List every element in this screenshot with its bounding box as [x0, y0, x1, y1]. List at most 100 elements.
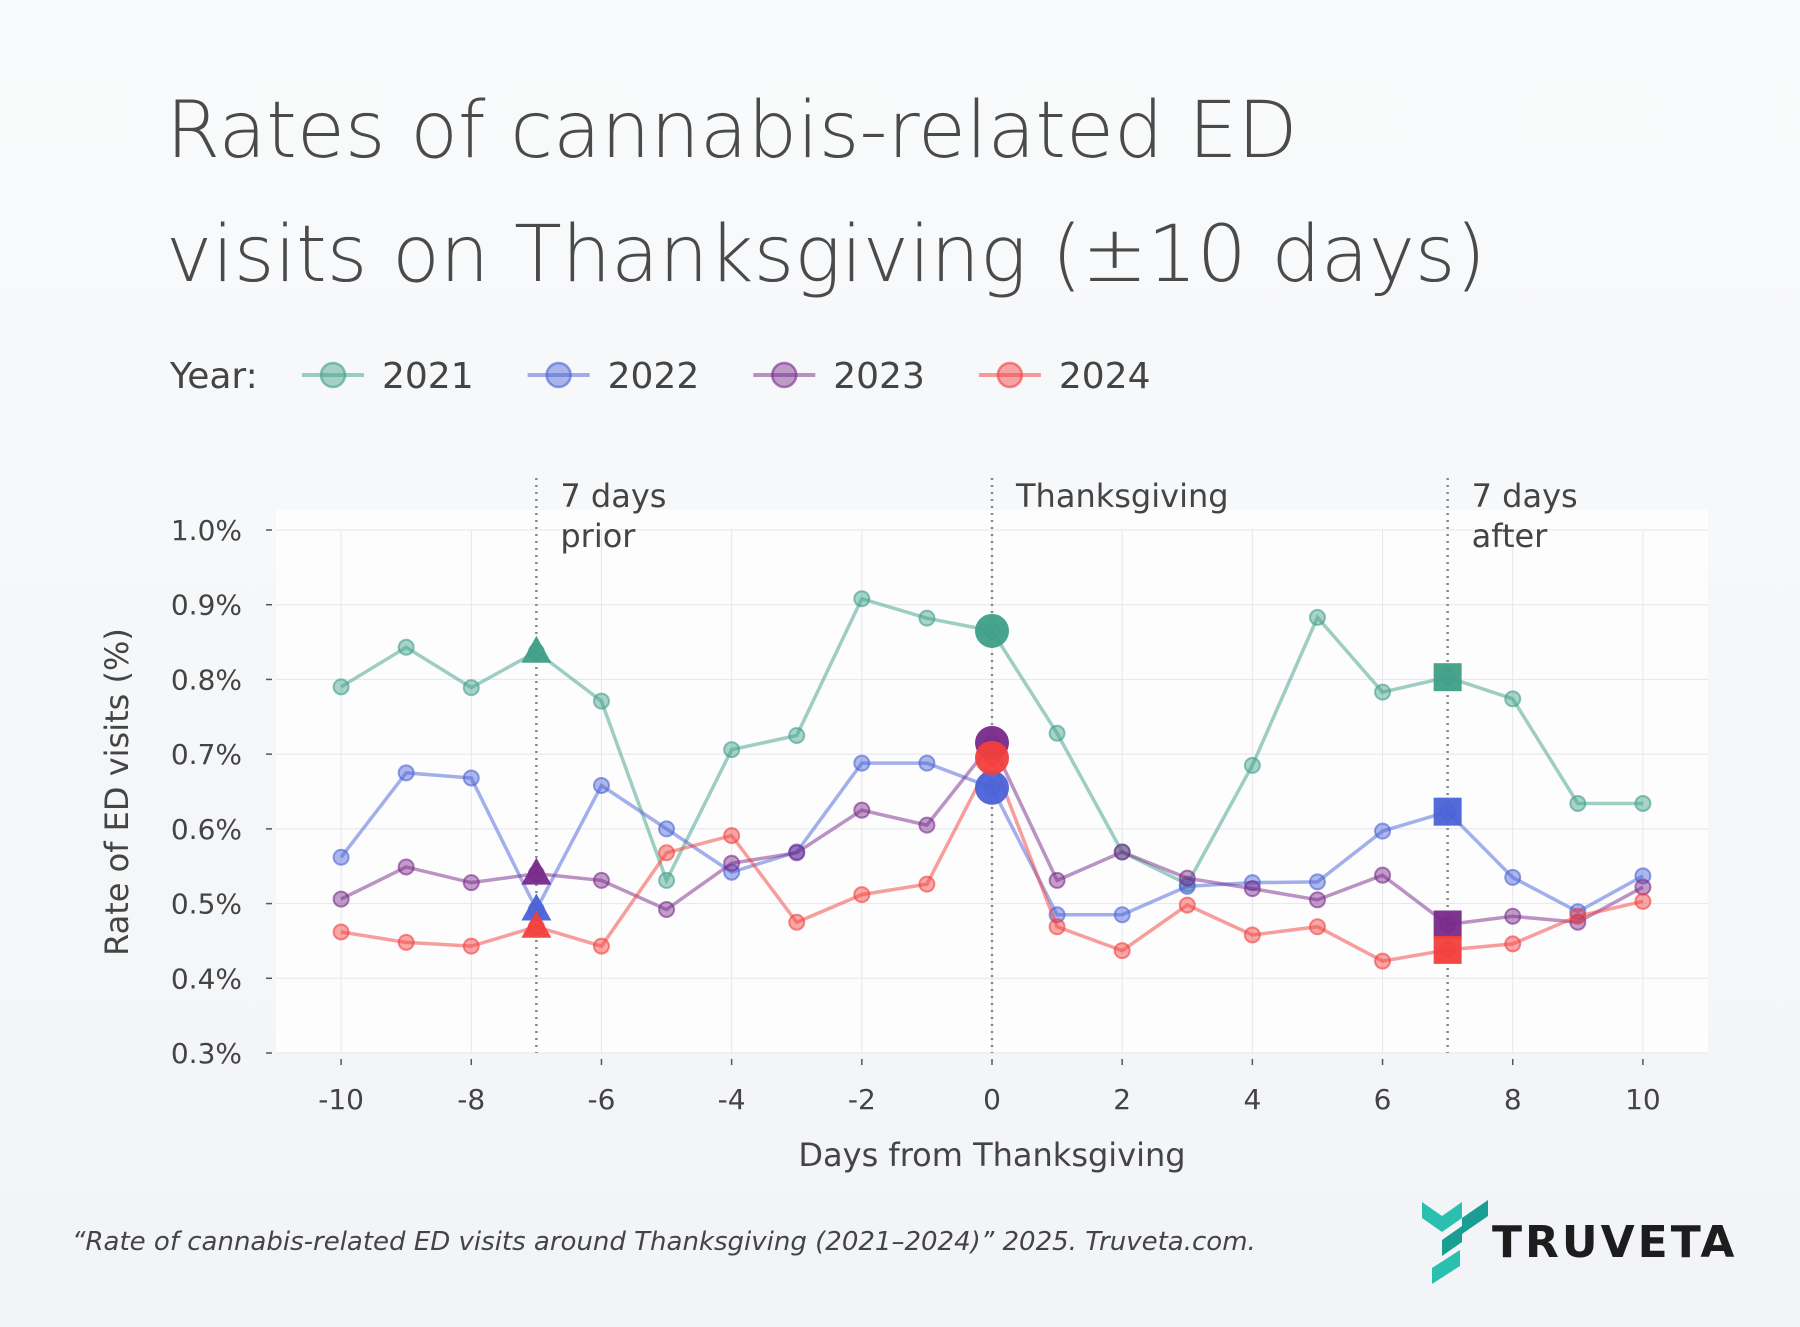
data-point [1569, 907, 1587, 925]
data-point [1308, 608, 1326, 626]
data-point [1374, 952, 1392, 970]
data-point [658, 844, 676, 862]
legend-marker [545, 361, 572, 389]
highlight-marker [1433, 663, 1462, 692]
data-point [462, 937, 480, 955]
data-point [658, 871, 676, 889]
data-point [1308, 918, 1326, 936]
legend-item: 2022 [527, 356, 700, 397]
x-tick-label: 10 [1625, 1083, 1661, 1116]
y-tick-label: 0.3% [171, 1037, 242, 1070]
highlight-marker [1433, 910, 1462, 939]
data-point [788, 913, 806, 931]
y-tick-label: 0.9% [171, 589, 242, 622]
data-point [1048, 871, 1066, 889]
x-tick-label: 2 [1113, 1083, 1131, 1116]
data-point [1113, 843, 1131, 861]
legend-marker [319, 361, 347, 389]
x-tick-label: -10 [318, 1083, 364, 1116]
data-point [332, 890, 350, 908]
data-point [397, 858, 415, 876]
data-point [1504, 868, 1522, 886]
x-tick-label: 6 [1374, 1083, 1392, 1116]
data-point [397, 638, 415, 656]
data-point [788, 844, 806, 862]
annotation: after [1472, 517, 1549, 555]
data-point [658, 901, 676, 919]
x-tick-label: -6 [587, 1083, 615, 1116]
data-point [332, 923, 350, 941]
data-point [592, 777, 610, 795]
data-point [1243, 756, 1261, 774]
legend-marker [996, 361, 1024, 389]
data-point [462, 769, 480, 787]
annotation: 7 days [1472, 477, 1578, 515]
data-point [1243, 880, 1261, 898]
highlight-marker [521, 910, 552, 938]
data-point [853, 590, 871, 608]
highlight-marker [521, 893, 552, 921]
legend-marker [771, 361, 798, 389]
highlight-marker [521, 635, 552, 663]
highlight-marker [521, 857, 552, 885]
data-point [1048, 724, 1066, 742]
data-point [723, 827, 741, 845]
data-point [1308, 891, 1326, 909]
x-tick-label: 4 [1243, 1083, 1261, 1116]
x-tick-label: -8 [457, 1083, 485, 1116]
data-point [1113, 906, 1131, 924]
data-point [853, 801, 871, 819]
x-tick-label: 0 [983, 1083, 1001, 1116]
x-tick-label: -4 [718, 1083, 746, 1116]
data-point [397, 764, 415, 782]
x-tick-label: -2 [848, 1083, 876, 1116]
data-point [1178, 896, 1196, 914]
annotation: Thanksgiving [1015, 477, 1229, 515]
data-point [592, 692, 610, 710]
data-point [1504, 935, 1522, 953]
data-point [332, 678, 350, 696]
data-point [592, 871, 610, 889]
data-point [918, 754, 936, 772]
data-point [918, 609, 936, 627]
data-point [1048, 918, 1066, 936]
data-point [658, 820, 676, 838]
data-point [462, 679, 480, 697]
legend-label: 2023 [833, 356, 925, 397]
data-point [1634, 892, 1652, 910]
legend-item: 2024 [978, 356, 1151, 397]
data-point [1113, 942, 1131, 960]
y-tick-label: 0.5% [171, 888, 242, 921]
chart-title: Rates of cannabis-related ED [166, 86, 1298, 176]
annotation: 7 days [560, 477, 666, 515]
legend-label: 2024 [1059, 356, 1151, 397]
data-point [1308, 873, 1326, 891]
legend-item: 2021 [302, 356, 474, 397]
data-point [1634, 794, 1652, 812]
data-point [853, 886, 871, 904]
data-point [1634, 878, 1652, 896]
data-point [592, 937, 610, 955]
data-point [1569, 794, 1587, 812]
y-tick-label: 1.0% [171, 514, 242, 547]
logo-icon [1422, 1200, 1488, 1284]
x-axis-title: Days from Thanksgiving [798, 1136, 1185, 1174]
highlight-marker [975, 770, 1009, 805]
data-point [918, 816, 936, 834]
data-point [1504, 690, 1522, 708]
highlight-marker [1433, 797, 1462, 826]
data-point [723, 854, 741, 872]
data-point [1374, 866, 1392, 884]
legend-label: 2022 [608, 356, 700, 397]
legend-title: Year: [169, 356, 258, 397]
citation: “Rate of cannabis-related ED visits arou… [72, 1227, 1256, 1257]
y-tick-label: 0.7% [171, 738, 242, 771]
y-tick-label: 0.4% [171, 962, 242, 995]
annotation: prior [560, 517, 636, 555]
y-axis-title: Rate of ED visits (%) [98, 628, 136, 956]
data-point [1374, 822, 1392, 840]
data-point [853, 754, 871, 772]
legend-item: 2023 [753, 356, 925, 397]
chart-title: visits on Thanksgiving (±10 days) [166, 210, 1486, 300]
